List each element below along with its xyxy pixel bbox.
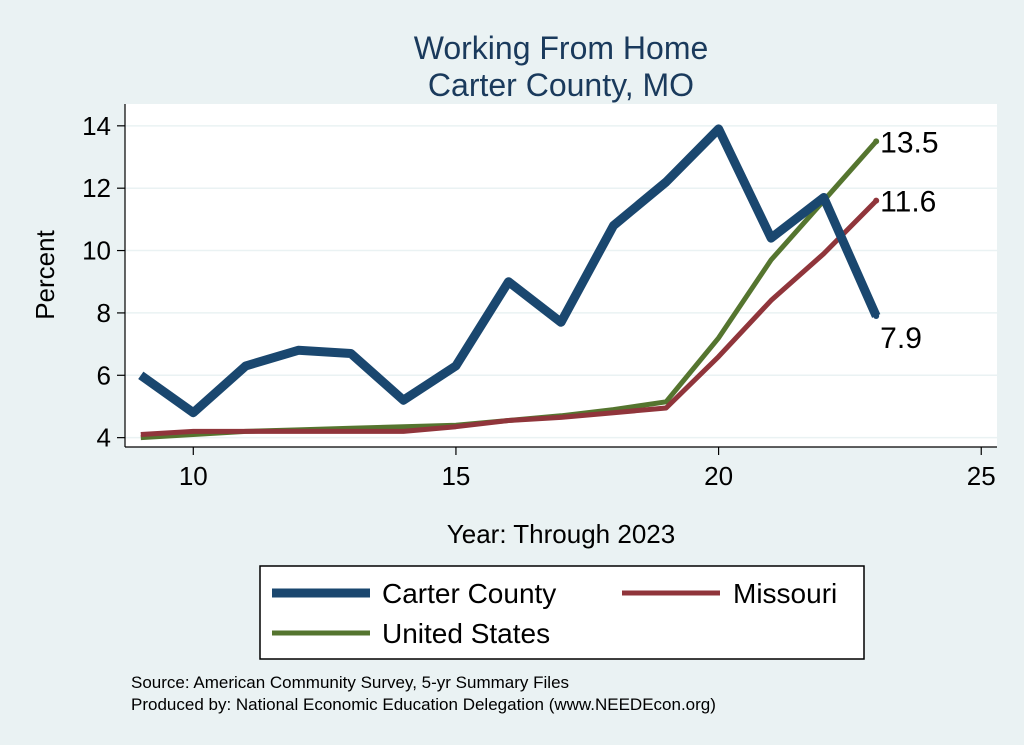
end-marker-united-states [873, 138, 880, 145]
y-tick-label: 10 [82, 236, 111, 266]
end-label-carter-county: 7.9 [880, 322, 922, 355]
x-axis-label: Year: Through 2023 [447, 519, 675, 549]
end-marker-carter-county [873, 313, 880, 320]
y-tick-label: 8 [97, 298, 111, 328]
plot-area [125, 104, 997, 447]
y-tick-label: 6 [97, 360, 111, 390]
y-tick-label: 14 [82, 111, 111, 141]
series-group: 7.9 11.6 13.5 [138, 124, 939, 441]
ticks: 4 6 8 10 12 14 10 15 20 25 [82, 104, 997, 491]
chart-title: Working From Home [414, 30, 709, 66]
legend-label-united-states: United States [382, 618, 550, 649]
series-line-carter-county [138, 124, 881, 418]
legend-label-carter-county: Carter County [382, 578, 556, 609]
legend-box [259, 565, 865, 660]
end-label-missouri: 11.6 [880, 186, 936, 219]
x-tick-label: 10 [179, 461, 208, 491]
x-tick-label: 20 [704, 461, 733, 491]
legend: Carter County Missouri United States [259, 565, 865, 660]
chart-subtitle: Carter County, MO [428, 67, 694, 103]
series-line-missouri [140, 198, 878, 437]
y-tick-label: 12 [82, 173, 111, 203]
x-tick-label: 25 [967, 461, 996, 491]
x-tick-label: 15 [441, 461, 470, 491]
y-tick-label: 4 [97, 423, 111, 453]
source-note: Source: American Community Survey, 5-yr … [131, 673, 569, 692]
y-axis-label: Percent [30, 229, 60, 319]
end-marker-missouri [873, 197, 880, 204]
produced-by-note: Produced by: National Economic Education… [131, 695, 716, 714]
legend-label-missouri: Missouri [733, 578, 837, 609]
end-label-united-states: 13.5 [880, 126, 938, 159]
